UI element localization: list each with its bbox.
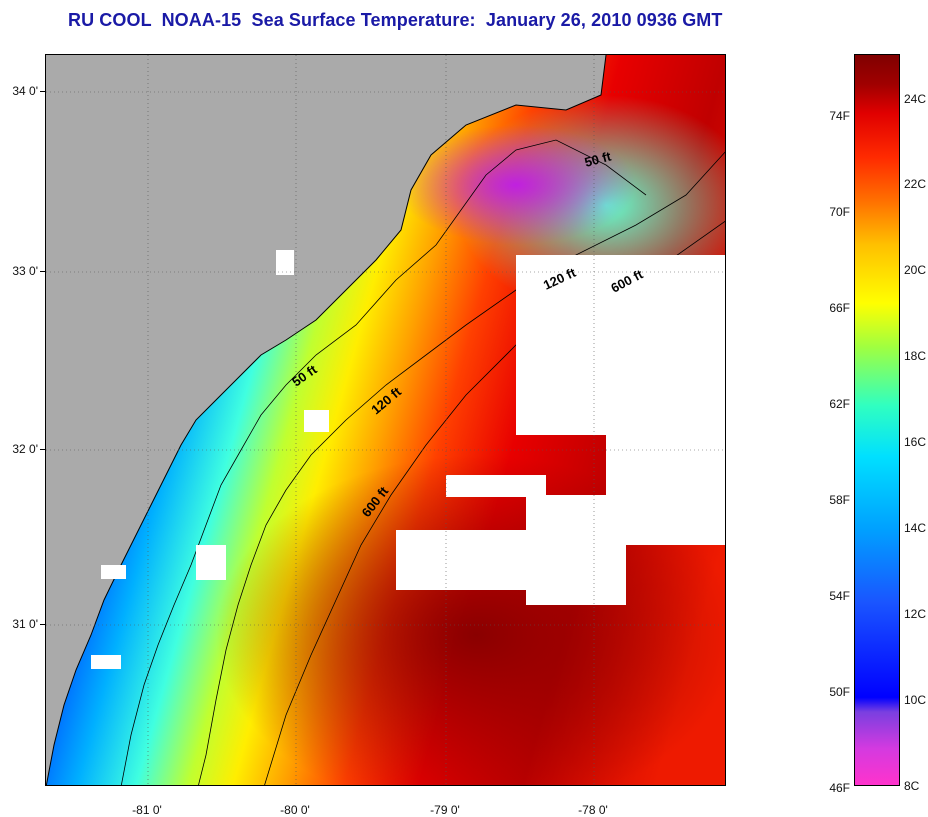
isobath-label-50ft-north: 50 ft (583, 148, 613, 170)
cloud-patch (101, 565, 126, 579)
lat-label-33: 33 0' (12, 264, 38, 278)
colorbar-c-label: 14C (904, 521, 927, 535)
colorbar-c-label: 24C (904, 92, 927, 106)
lon-label-80: -80 0' (280, 803, 310, 817)
lon-label-81: -81 0' (132, 803, 162, 817)
lat-label-32: 32 0' (12, 442, 38, 456)
sst-map[interactable]: 50 ft 120 ft 600 ft 50 ft 120 ft 600 ft (45, 54, 726, 786)
colorbar-f-label: 74F (829, 109, 850, 123)
colorbar-c-label: 18C (904, 349, 927, 363)
colorbar-f-label: 70F (829, 205, 850, 219)
cloud-patch (196, 545, 226, 580)
isobath-50ft (120, 139, 647, 785)
colorbar-c-label: 12C (904, 607, 927, 621)
colorbar-c-label: 20C (904, 263, 927, 277)
cloud-patch (304, 410, 329, 432)
lon-label-79: -79 0' (430, 803, 460, 817)
land-mass (46, 55, 606, 785)
cloud-patch (446, 475, 546, 497)
temperature-colorbar (854, 54, 900, 786)
cloud-patch (526, 495, 626, 605)
colorbar-f-label: 62F (829, 397, 850, 411)
coastline (46, 55, 607, 785)
isobath-120ft (198, 151, 725, 785)
graticule (46, 55, 725, 785)
cloud-patch (276, 250, 294, 275)
colorbar-c-label: 16C (904, 435, 927, 449)
colorbar-c-label: 8C (904, 779, 920, 793)
lon-label-78: -78 0' (578, 803, 608, 817)
colorbar-f-label: 50F (829, 685, 850, 699)
cloud-mask (91, 250, 725, 669)
colorbar-c-label: 10C (904, 693, 927, 707)
lat-label-34: 34 0' (12, 84, 38, 98)
map-title: RU COOL NOAA-15 Sea Surface Temperature:… (68, 10, 723, 30)
colorbar-f-label: 66F (829, 301, 850, 315)
colorbar-f-label: 54F (829, 589, 850, 603)
sst-map-canvas: 50 ft 120 ft 600 ft 50 ft 120 ft 600 ft (46, 55, 725, 785)
cold-nearshore-water (396, 125, 636, 245)
colorbar-f-label: 46F (829, 781, 850, 795)
colorbar-f-label: 58F (829, 493, 850, 507)
cloud-patch (516, 255, 725, 435)
colorbar-c-label: 22C (904, 177, 927, 191)
cloud-patch (91, 655, 121, 669)
lat-label-31: 31 0' (12, 617, 38, 631)
